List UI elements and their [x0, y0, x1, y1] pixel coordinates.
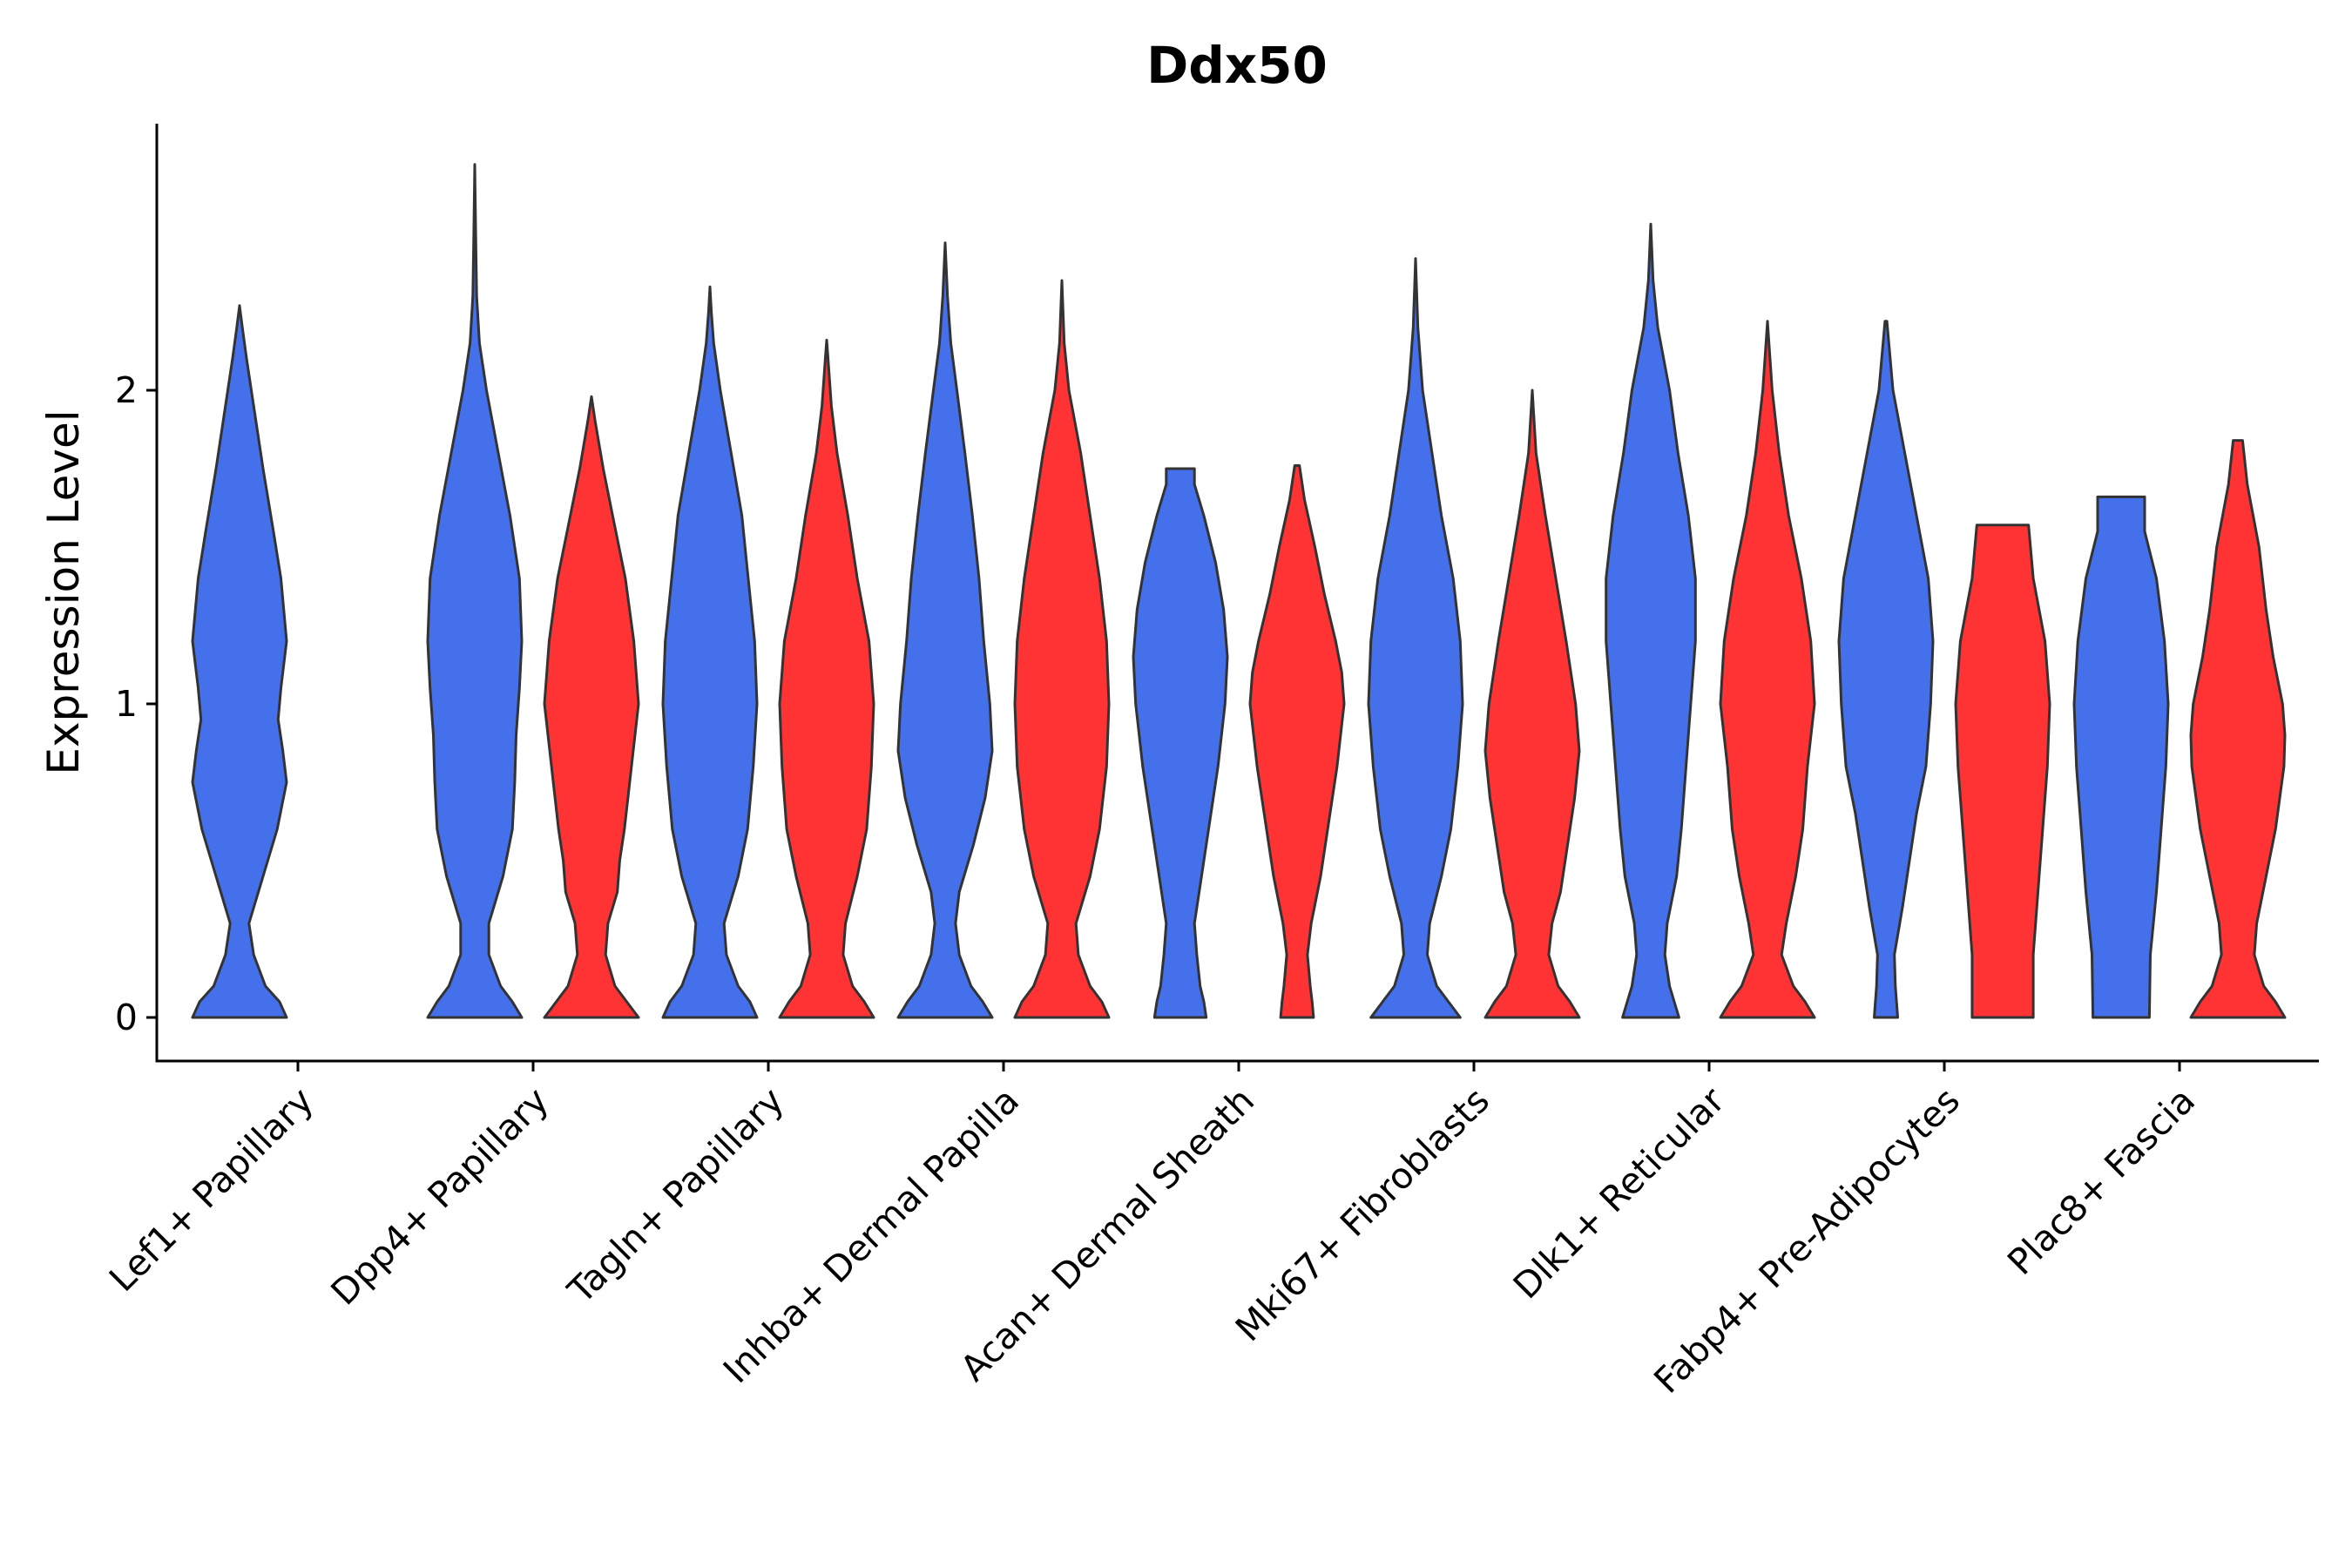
violin-mki67-fibroblasts-2: [1484, 389, 1581, 1019]
violin-dlk1-reticular-1: [1605, 222, 1697, 1019]
violin-fabp4-pre-adipocytes-1: [1837, 320, 1935, 1019]
x-tick-label: Mki67+ Fibroblasts: [1227, 1079, 1497, 1349]
violin-plac8-fascia-2: [2189, 439, 2287, 1019]
y-axis-ticks: 0 1 2: [115, 369, 157, 1038]
chart-title: Ddx50: [1146, 36, 1328, 95]
x-axis-ticks: Lef1+ Papillary Dpp4+ Papillary Tagln+ Pap…: [101, 1061, 2203, 1402]
x-tick-label: Dlk1+ Reticular: [1505, 1079, 1733, 1307]
x-tick-label: Tagln+ Papillary: [559, 1079, 792, 1312]
x-tick-label: Plac8+ Fascia: [1999, 1079, 2203, 1283]
violin-acan-dermal-sheath-1: [1132, 467, 1229, 1019]
violin-dlk1-reticular-2: [1719, 320, 1816, 1019]
violin-inhba-dermal-papilla-2: [1013, 279, 1111, 1019]
violin-group: [191, 163, 2287, 1019]
violin-acan-dermal-sheath-2: [1248, 463, 1346, 1019]
violin-plac8-fascia-1: [2072, 495, 2170, 1019]
y-tick-label: 2: [115, 369, 138, 411]
violin-dpp4-papillary-1: [426, 163, 524, 1019]
y-tick-label: 0: [115, 997, 138, 1038]
violin-inhba-dermal-papilla-1: [896, 241, 994, 1019]
violin-fabp4-pre-adipocytes-2: [1954, 524, 2051, 1019]
violin-lef1-papillary-1: [191, 304, 288, 1019]
y-axis-label: Expression Level: [38, 409, 89, 774]
y-tick-label: 1: [115, 683, 138, 725]
x-tick-label: Dpp4+ Papillary: [323, 1079, 557, 1313]
x-tick-label: Lef1+ Papillary: [101, 1079, 321, 1300]
violin-dpp4-papillary-2: [543, 395, 640, 1019]
violin-tagln-papillary-2: [778, 338, 875, 1019]
violin-mki67-fibroblasts-1: [1367, 257, 1464, 1019]
violin-tagln-papillary-1: [661, 285, 759, 1019]
